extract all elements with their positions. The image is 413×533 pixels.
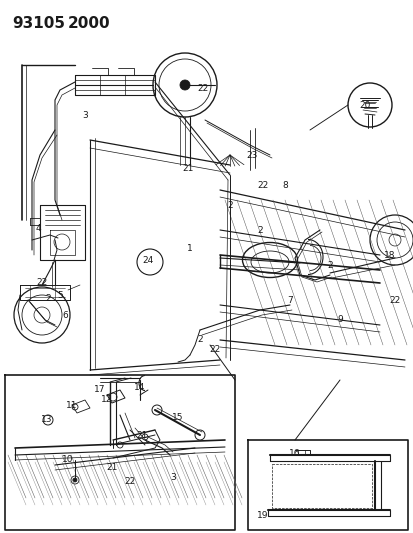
Text: 93105: 93105: [12, 16, 65, 31]
Text: 13: 13: [41, 416, 52, 424]
Text: 22: 22: [197, 84, 208, 93]
Text: 2: 2: [197, 335, 202, 344]
Text: 7: 7: [287, 295, 292, 304]
Text: 2: 2: [326, 261, 332, 270]
Text: 3: 3: [82, 110, 88, 119]
Text: 14: 14: [134, 384, 145, 392]
Text: 2: 2: [45, 294, 51, 303]
Text: 2000: 2000: [68, 16, 110, 31]
Text: 9: 9: [336, 316, 342, 325]
Circle shape: [180, 80, 190, 90]
Text: 8: 8: [281, 181, 287, 190]
Text: 4: 4: [35, 223, 41, 232]
Text: 22: 22: [389, 295, 400, 304]
Text: 3: 3: [170, 473, 176, 482]
Text: 24: 24: [142, 255, 153, 264]
Text: 1: 1: [187, 244, 192, 253]
Text: 6: 6: [62, 311, 68, 319]
Text: 22: 22: [36, 278, 47, 287]
Text: 22: 22: [257, 181, 268, 190]
Text: 15: 15: [172, 414, 183, 423]
Text: 2: 2: [256, 225, 262, 235]
Text: 17: 17: [94, 385, 105, 394]
Text: 22: 22: [124, 478, 135, 487]
Text: 20: 20: [358, 101, 370, 109]
Text: 10: 10: [62, 456, 74, 464]
Circle shape: [73, 478, 77, 482]
Text: 16: 16: [289, 448, 300, 457]
Text: 12: 12: [101, 395, 112, 405]
Text: 21: 21: [106, 464, 117, 472]
Text: 21: 21: [136, 431, 147, 440]
Text: 21: 21: [182, 164, 193, 173]
Text: 23: 23: [246, 150, 257, 159]
Text: 22: 22: [209, 345, 220, 354]
Text: 19: 19: [256, 512, 268, 521]
Text: 18: 18: [383, 251, 395, 260]
Text: 11: 11: [66, 400, 78, 409]
Text: 2: 2: [227, 200, 232, 209]
Text: 5: 5: [57, 290, 63, 300]
